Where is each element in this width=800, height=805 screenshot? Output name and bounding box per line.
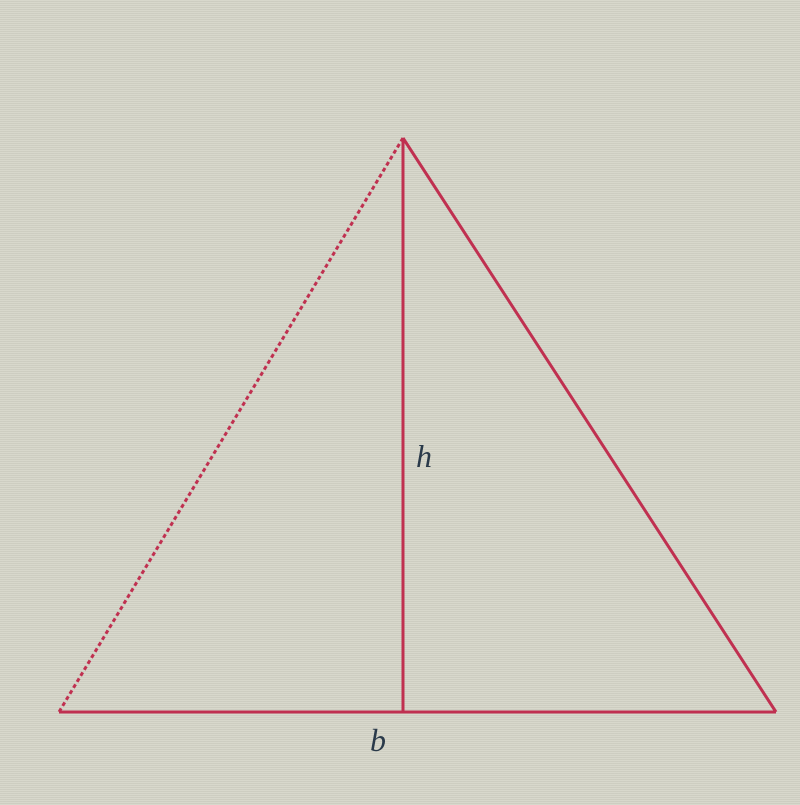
height-label: h xyxy=(416,438,432,475)
triangle-diagram: h b xyxy=(0,0,800,800)
base-label: b xyxy=(370,722,386,759)
triangle-svg xyxy=(0,0,800,800)
triangle-left-side xyxy=(59,138,403,712)
triangle-right-side xyxy=(403,138,776,712)
